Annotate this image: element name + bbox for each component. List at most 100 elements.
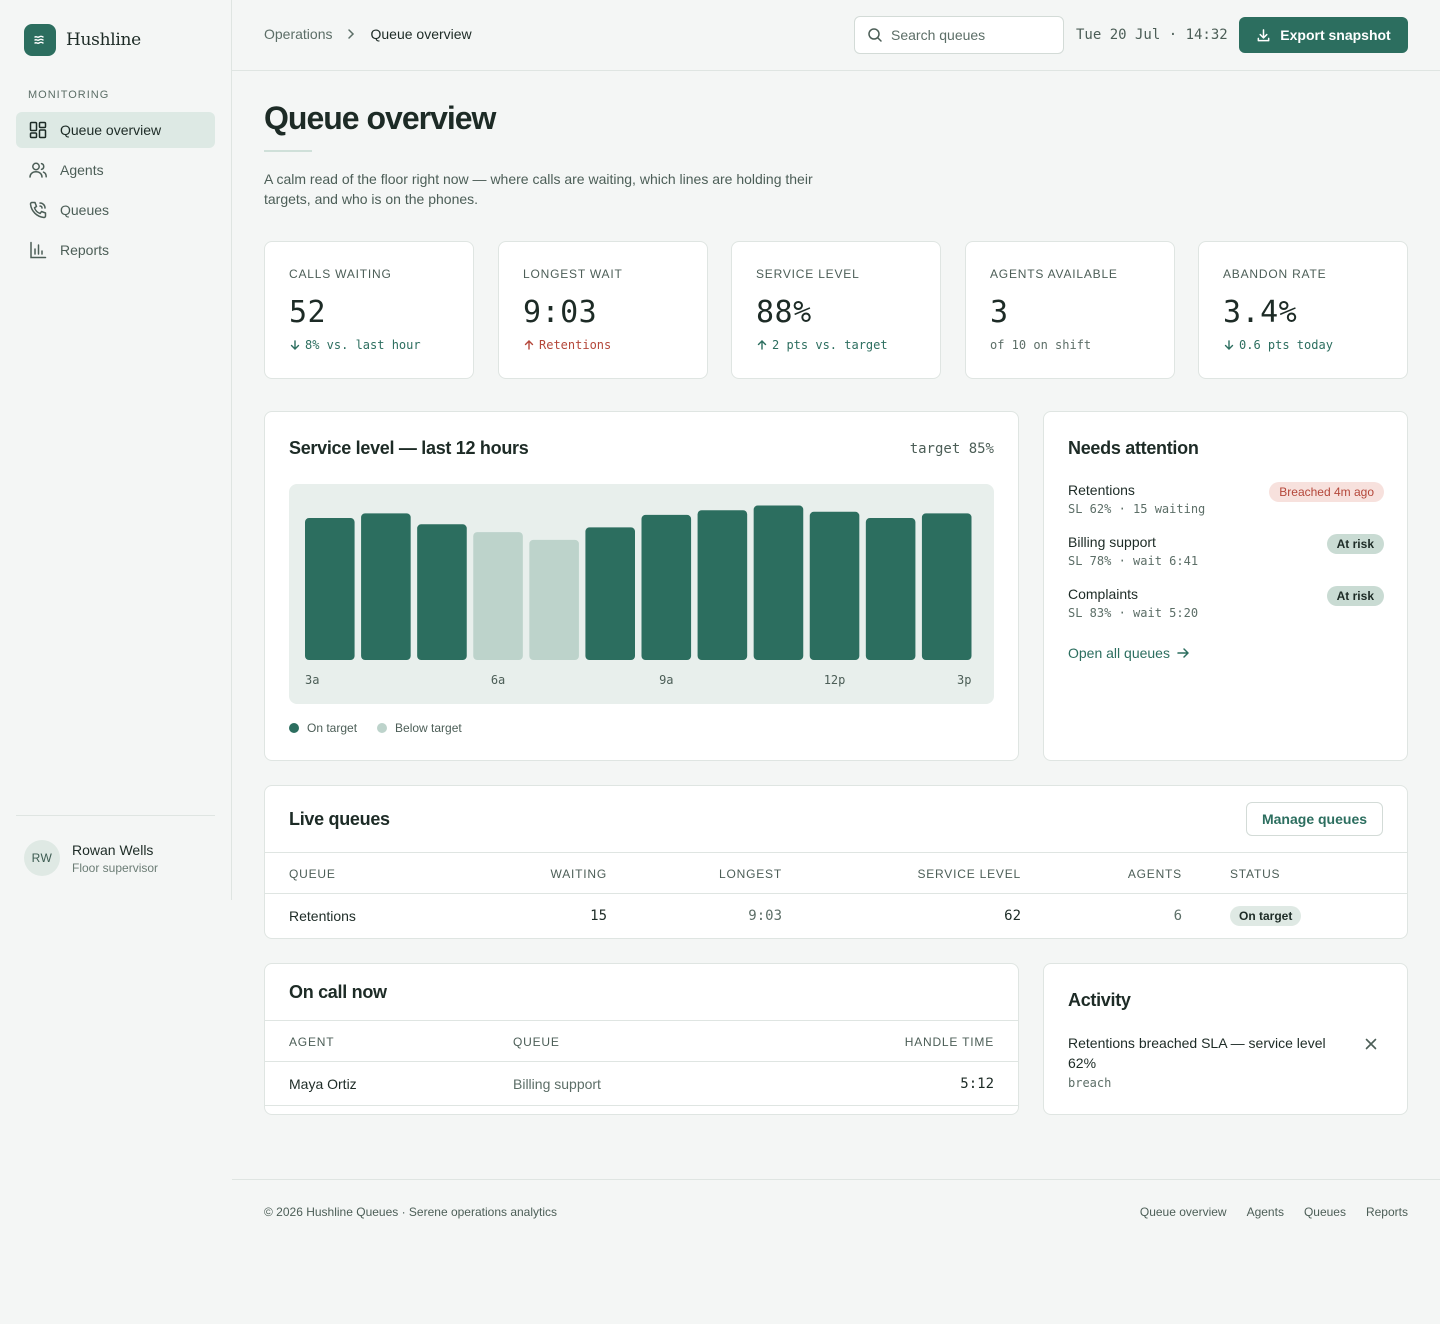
attention-queue-meta: SL 62% · 15 waiting <box>1068 502 1206 516</box>
needs-attention-card: Needs attention Retentions SL 62% · 15 w… <box>1043 411 1408 761</box>
column-header-service-level[interactable]: Service level <box>917 867 1021 881</box>
chart-bar-5a[interactable] <box>417 524 467 660</box>
attention-item-complaints[interactable]: Complaints SL 83% · wait 5:20 At risk <box>1068 586 1384 620</box>
kpi-delta-text: 8% vs. last hour <box>305 338 421 352</box>
kpi-label: Agents available <box>990 267 1118 281</box>
chart-bar-9a[interactable] <box>641 514 692 660</box>
column-header-waiting[interactable]: Waiting <box>550 867 607 881</box>
kpi-delta: 2 pts vs. target <box>756 338 916 352</box>
kpi-calls-waiting: Calls waiting 52 8% vs. last hour <box>264 241 474 379</box>
kpi-delta-text: 0.6 pts today <box>1239 338 1333 352</box>
kpi-value: 52 <box>289 295 327 330</box>
breadcrumb: Operations Queue overview <box>264 26 472 42</box>
column-header-handle-time[interactable]: Handle time <box>904 1035 994 1049</box>
column-header-agents[interactable]: Agents <box>1127 867 1182 881</box>
manage-queues-button[interactable]: Manage queues <box>1246 802 1383 836</box>
brand-logo-icon <box>24 24 56 56</box>
table-row[interactable]: Maya Ortiz Billing support 5:12 <box>265 1062 1018 1106</box>
x-tick-label: 12p <box>824 673 846 687</box>
table-row[interactable]: Retentions 15 9:03 62 6 On target <box>265 894 1407 938</box>
user-profile[interactable]: RW Rowan Wells Floor supervisor <box>24 840 158 876</box>
kpi-agents-available: Agents available 3 of 10 on shift <box>965 241 1175 379</box>
search-box[interactable] <box>854 16 1064 54</box>
legend-on-target: On target <box>289 721 357 735</box>
arrow-down-icon <box>1224 340 1234 350</box>
sidebar-item-queues[interactable]: Queues <box>16 192 215 228</box>
column-header-status[interactable]: Status <box>1230 867 1281 881</box>
kpi-delta-text: of 10 on shift <box>990 338 1092 352</box>
breadcrumb-operations[interactable]: Operations <box>264 26 333 42</box>
sidebar-item-label: Agents <box>60 162 104 178</box>
sidebar-item-label: Reports <box>60 242 110 258</box>
chart-bar-11a[interactable] <box>753 505 804 660</box>
current-datetime: Tue 20 Jul · 14:32 <box>1076 27 1228 43</box>
sidebar-item-label: Queue overview <box>60 122 162 138</box>
export-snapshot-button[interactable]: Export snapshot <box>1239 17 1408 53</box>
sidebar-item-queue-overview[interactable]: Queue overview <box>16 112 215 148</box>
attention-queue-name: Complaints <box>1068 586 1139 602</box>
chart-bar-3a[interactable] <box>305 518 355 660</box>
chart-bar-4a[interactable] <box>361 513 411 660</box>
attention-queue-meta: SL 78% · wait 6:41 <box>1068 554 1199 568</box>
search-icon <box>868 28 882 42</box>
kpi-delta-text: 2 pts vs. target <box>772 338 888 352</box>
footer-links: Queue overview Agents Queues Reports <box>1120 1205 1408 1219</box>
title-divider <box>264 150 312 152</box>
chart-bar-1p[interactable] <box>865 518 916 660</box>
legend-label: Below target <box>395 721 462 735</box>
chart-plot-area: 3a 6a 9a 12p 3p <box>289 484 994 704</box>
column-header-longest[interactable]: Longest <box>719 867 782 881</box>
brand-name: Hushline <box>66 30 141 50</box>
topbar: Operations Queue overview Tue 20 Jul · 1… <box>232 0 1440 71</box>
status-badge: Breached 4m ago <box>1269 482 1384 502</box>
footer-link-agents[interactable]: Agents <box>1246 1205 1284 1219</box>
x-tick-label: 9a <box>659 673 673 687</box>
avatar: RW <box>24 840 60 876</box>
grid-icon <box>29 121 47 139</box>
footer-link-queue-overview[interactable]: Queue overview <box>1139 1205 1227 1219</box>
footer-link-queues[interactable]: Queues <box>1303 1205 1346 1219</box>
footer: © 2026 Hushline Queues · Serene operatio… <box>232 1179 1440 1324</box>
on-call-card: On call now Agent Queue Handle time Maya… <box>264 963 1019 1115</box>
search-input[interactable] <box>891 27 1051 43</box>
chart-bar-10a[interactable] <box>697 510 748 660</box>
kpi-label: Calls waiting <box>289 267 392 281</box>
activity-card: Activity Retentions breached SLA — servi… <box>1043 963 1408 1115</box>
download-icon <box>1257 28 1270 41</box>
column-header-queue[interactable]: Queue <box>513 1035 560 1049</box>
sidebar-item-reports[interactable]: Reports <box>16 232 215 268</box>
brand[interactable]: Hushline <box>24 24 141 56</box>
arrow-down-icon <box>290 340 300 350</box>
chart-bar-12p[interactable] <box>809 511 860 660</box>
footer-copyright: © 2026 Hushline Queues · Serene operatio… <box>264 1205 558 1219</box>
kpi-value: 3 <box>990 295 1009 330</box>
column-header-queue[interactable]: Queue <box>289 867 336 881</box>
sidebar-item-agents[interactable]: Agents <box>16 152 215 188</box>
open-all-queues-link[interactable]: Open all queues <box>1068 645 1190 661</box>
cell-service-level: 62 <box>1004 908 1021 924</box>
x-tick-label: 6a <box>491 673 505 687</box>
footer-link-reports[interactable]: Reports <box>1365 1205 1408 1219</box>
legend-swatch <box>289 723 299 733</box>
service-level-bar-chart: 3a 6a 9a 12p 3p <box>305 505 972 687</box>
chart-bar-7a[interactable] <box>529 539 579 660</box>
activity-message: Retentions breached SLA — service level … <box>1068 1035 1326 1071</box>
cell-queue: Retentions <box>289 908 356 924</box>
column-header-agent[interactable]: Agent <box>289 1035 335 1049</box>
user-role: Floor supervisor <box>72 860 159 875</box>
attention-item-billing-support[interactable]: Billing support SL 78% · wait 6:41 At ri… <box>1068 534 1384 568</box>
cell-agents: 6 <box>1173 908 1182 924</box>
arrow-up-icon <box>757 340 767 350</box>
activity-title: Activity <box>1068 990 1131 1010</box>
breadcrumb-current: Queue overview <box>370 26 472 42</box>
attention-item-retentions[interactable]: Retentions SL 62% · 15 waiting Breached … <box>1068 482 1384 516</box>
chart-title: Service level — last 12 hours <box>289 438 529 458</box>
kpi-value: 3.4% <box>1223 295 1298 330</box>
cell-handle-time: 5:12 <box>960 1076 994 1092</box>
close-icon[interactable] <box>1365 1038 1377 1050</box>
chart-bar-6a[interactable] <box>473 532 523 660</box>
legend-swatch <box>377 723 388 733</box>
chart-bar-8a[interactable] <box>585 527 635 660</box>
chart-bar-3p[interactable] <box>921 513 972 660</box>
legend-below-target: Below target <box>377 721 462 735</box>
